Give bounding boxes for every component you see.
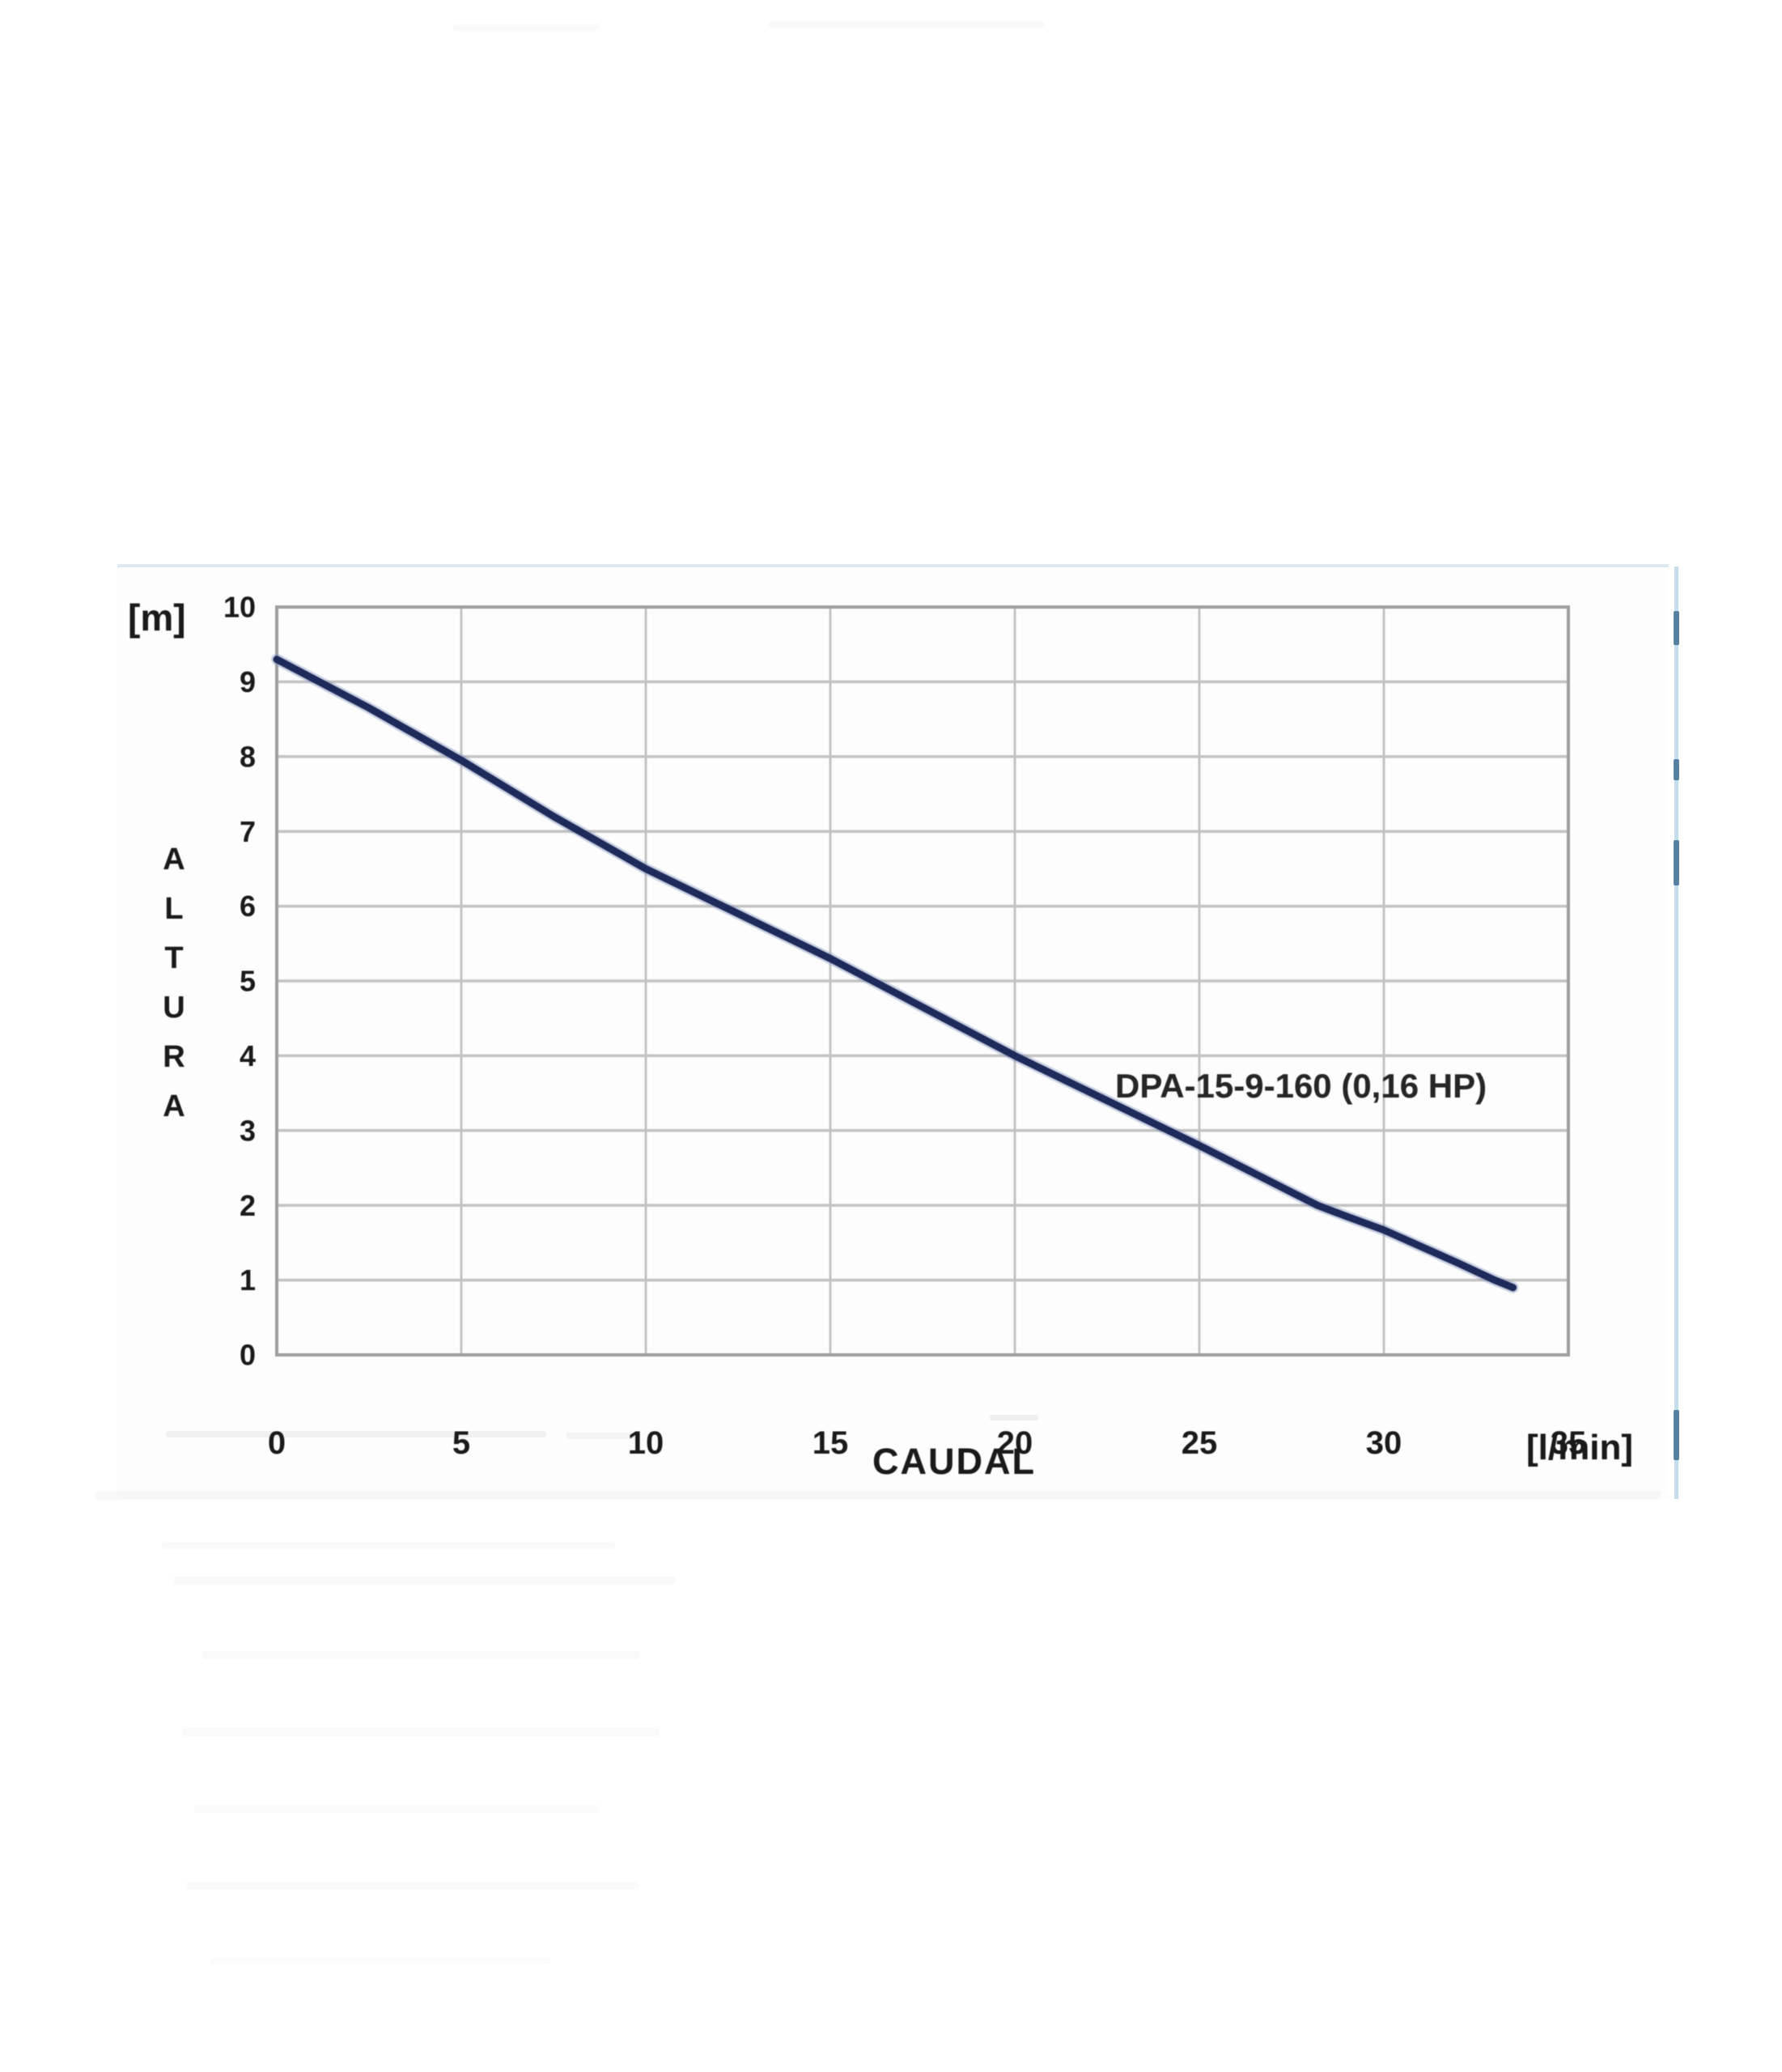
scan-right-edge-artifact [1674,567,1678,1499]
y-tick-label: 8 [240,740,256,773]
scan-top-edge-artifact [117,564,1669,567]
y-tick-label: 6 [240,890,256,923]
x-axis-unit-label: [l/min] [1526,1428,1633,1467]
y-axis-title: A L T U R A [163,843,185,1123]
scan-smudge [166,1431,546,1437]
x-tick-label: 30 [1366,1425,1402,1461]
pump-curve [273,656,1517,1292]
scan-smudge [186,1882,639,1890]
y-tick-label: 1 [240,1263,256,1297]
x-tick-label: 10 [628,1425,664,1461]
x-tick-label: 5 [452,1425,470,1461]
y-tick-label: 5 [240,965,256,998]
scan-smudge [990,1415,1038,1420]
scan-smudge [95,1491,1661,1500]
y-tick-label: 10 [223,591,256,624]
scan-smudge [769,21,1044,28]
plot-border [275,605,1570,1357]
y-tick-label: 2 [240,1189,256,1222]
y-axis-unit-label: [m] [128,597,186,639]
scan-edge-dash [1674,1410,1679,1460]
scan-smudge [162,1542,615,1549]
y-tick-label: 3 [240,1114,256,1147]
x-tick-label: 25 [1182,1425,1218,1461]
scan-smudge [566,1433,639,1439]
scanned-image-area [117,565,1669,1499]
y-tick-label: 0 [240,1339,256,1372]
y-tick-label: 4 [240,1039,256,1072]
x-axis-title: CAUDAL [872,1441,1036,1482]
scan-edge-dash [1674,840,1679,885]
y-tick-label: 7 [240,815,256,848]
scan-edge-dash [1674,759,1679,780]
series-label: DPA-15-9-160 (0,16 HP) [1115,1067,1487,1105]
x-tick-label: 35 [1551,1425,1587,1461]
scan-smudge [202,1651,639,1659]
scan-smudge [182,1728,660,1736]
x-tick-label: 15 [813,1425,849,1461]
scan-smudge [453,24,599,31]
x-tick-label: 0 [268,1425,286,1461]
y-tick-label: 9 [240,665,256,698]
scan-smudge [174,1577,676,1585]
x-tick-label: 20 [997,1425,1033,1461]
scan-edge-dash [1674,611,1679,645]
